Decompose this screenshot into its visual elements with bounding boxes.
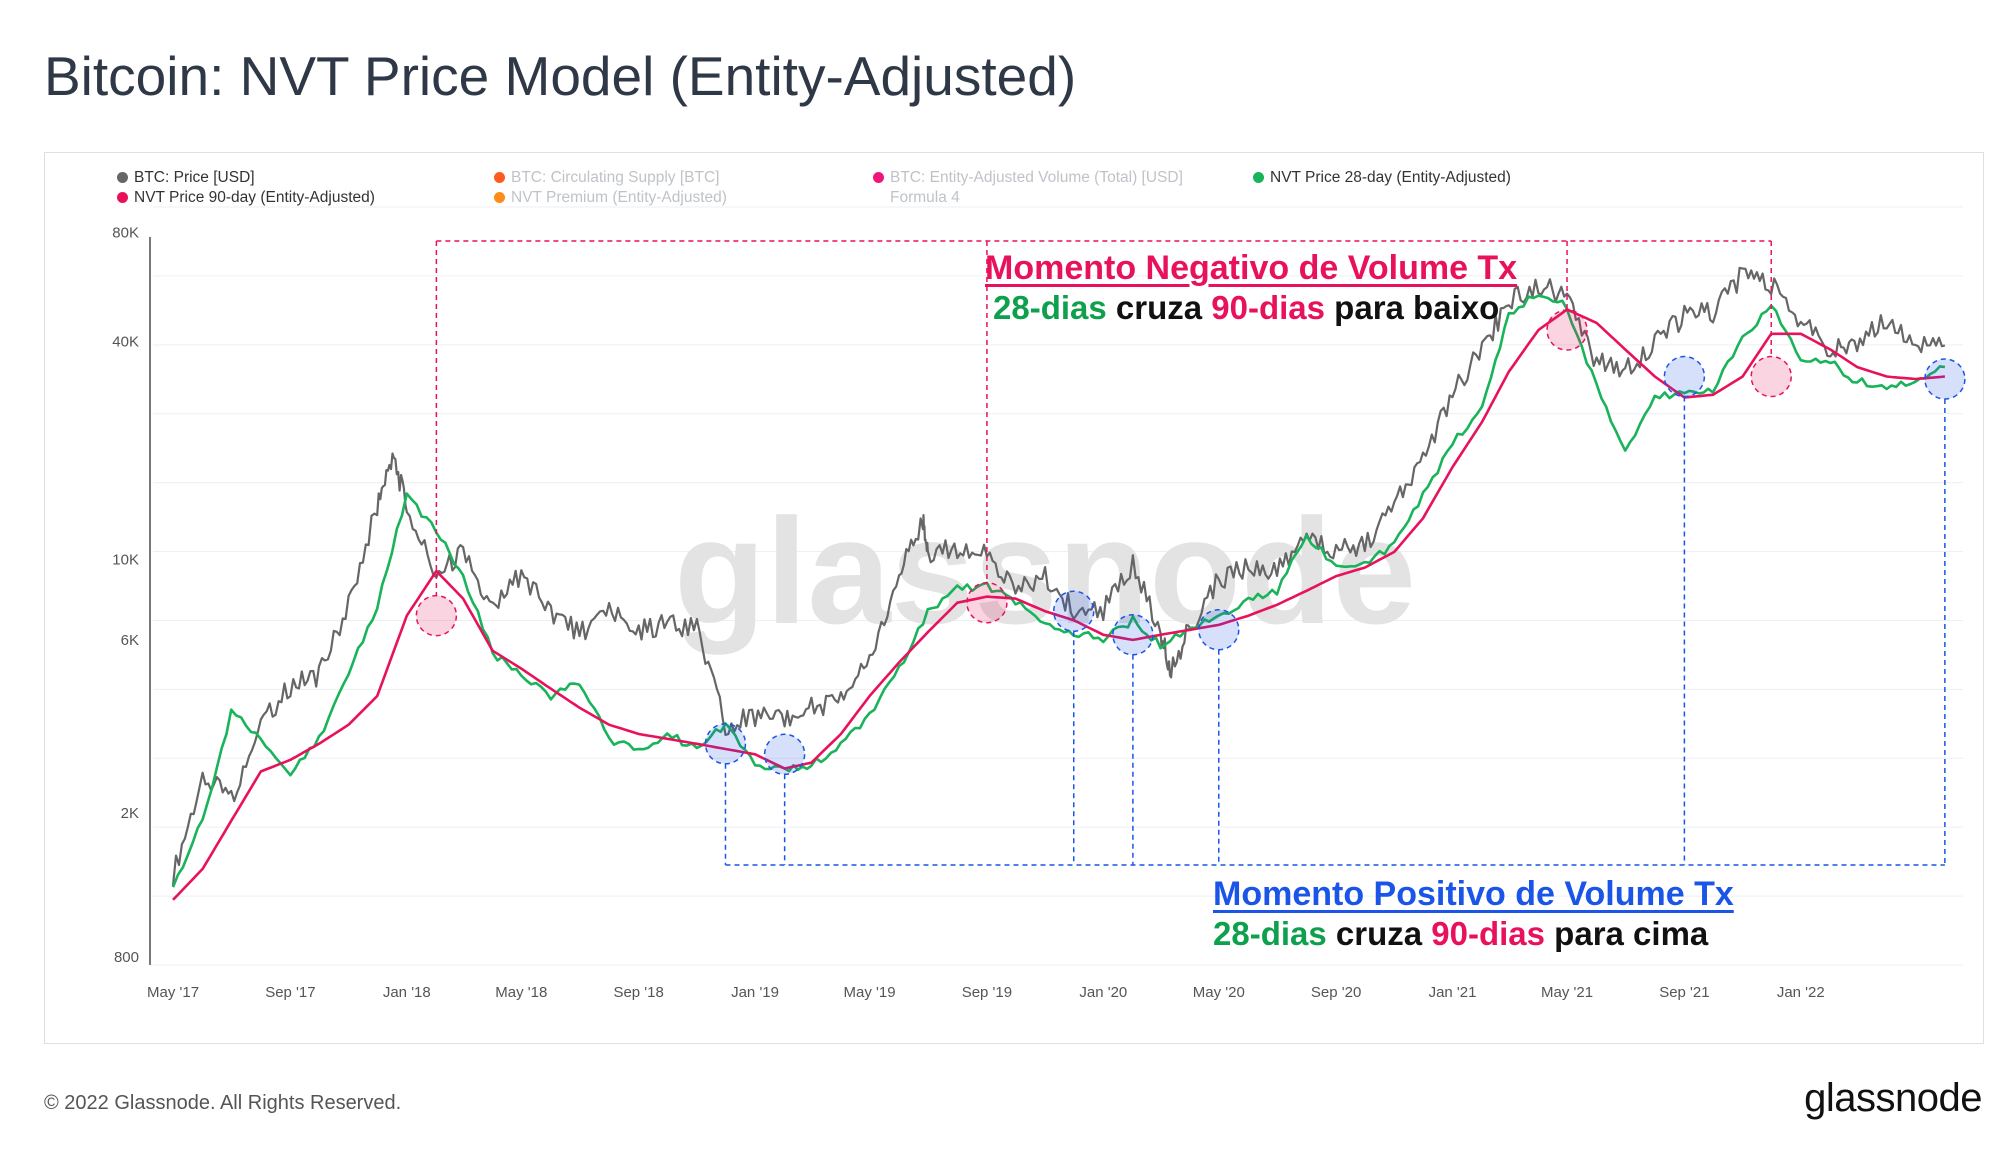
- legend-item-nvt-28d[interactable]: NVT Price 28-day (Entity-Adjusted): [1253, 169, 1511, 187]
- x-tick-label: May '20: [1193, 984, 1245, 1001]
- x-tick-label: May '18: [495, 984, 547, 1001]
- x-tick-label: Jan '18: [383, 984, 431, 1001]
- legend-label-circulating-supply: BTC: Circulating Supply [BTC]: [511, 169, 720, 186]
- x-tick-label: Sep '18: [613, 984, 663, 1001]
- series-line-nvt-90d: [172, 308, 1946, 901]
- y-tick-label: 6K: [121, 632, 139, 649]
- copyright-text: © 2022 Glassnode. All Rights Reserved.: [44, 1092, 402, 1114]
- y-tick-label: 2K: [121, 805, 139, 822]
- x-tick-label: Jan '20: [1079, 984, 1127, 1001]
- x-tick-label: May '21: [1541, 984, 1593, 1001]
- legend-item-entity-volume[interactable]: BTC: Entity-Adjusted Volume (Total) [USD…: [873, 169, 1183, 187]
- legend-dot-entity-volume: [873, 172, 884, 183]
- legend-item-formula-4[interactable]: Formula 4: [890, 189, 960, 207]
- x-tick-label: Sep '21: [1659, 984, 1709, 1001]
- legend-label-nvt-28d: NVT Price 28-day (Entity-Adjusted): [1270, 169, 1511, 186]
- legend-label-formula-4: Formula 4: [890, 189, 960, 206]
- legend-item-nvt-90d[interactable]: NVT Price 90-day (Entity-Adjusted): [117, 189, 375, 207]
- annotation-negative-direction: para baixo: [1325, 289, 1500, 326]
- annotation-negative-90d: 90-dias: [1211, 289, 1326, 326]
- x-tick-label: Jan '21: [1429, 984, 1477, 1001]
- legend-item-nvt-premium[interactable]: NVT Premium (Entity-Adjusted): [494, 189, 727, 207]
- legend-dot-circulating-supply: [494, 172, 505, 183]
- page-title: Bitcoin: NVT Price Model (Entity-Adjuste…: [44, 45, 1077, 107]
- chart-panel: glassnode 80K 40K 10K 6K 2K 800 May '17 Sep '17 J…: [44, 152, 1984, 1044]
- positive-crossover-marker: [1052, 590, 1095, 632]
- legend-label-entity-volume: BTC: Entity-Adjusted Volume (Total) [USD…: [890, 169, 1183, 186]
- x-tick-label: May '17: [147, 984, 199, 1001]
- negative-crossover-marker: [1546, 309, 1588, 351]
- positive-crossover-marker: [1198, 609, 1240, 651]
- legend-label-nvt-premium: NVT Premium (Entity-Adjusted): [511, 189, 727, 206]
- annotation-positive-90d: 90-dias: [1431, 915, 1546, 952]
- series-line-btc-price: [171, 266, 1946, 886]
- annotation-negative-cruza: cruza: [1106, 289, 1212, 326]
- x-tick-label: Sep '19: [962, 984, 1012, 1001]
- x-tick-label: Jan '19: [731, 984, 779, 1001]
- positive-crossover-marker: [1924, 358, 1966, 400]
- negative-crossover-marker: [415, 594, 458, 637]
- negative-crossover-marker: [966, 581, 1008, 624]
- y-tick-label: 800: [114, 949, 139, 966]
- legend-dot-nvt-28d: [1253, 172, 1264, 183]
- annotation-positive-cruza: cruza: [1326, 915, 1432, 952]
- annotation-negative-subtitle: 28-dias cruza 90-dias para baixo: [993, 289, 1499, 327]
- negative-crossover-marker: [1750, 355, 1792, 398]
- y-tick-label: 40K: [112, 333, 139, 350]
- series-line-nvt-28d: [171, 294, 1946, 888]
- positive-crossover-marker: [1663, 355, 1706, 398]
- legend-dot-nvt-90d: [117, 192, 128, 203]
- legend-item-circulating-supply[interactable]: BTC: Circulating Supply [BTC]: [494, 169, 719, 187]
- annotation-negative-title: Momento Negativo de Volume Tx: [985, 249, 1518, 287]
- positive-crossover-marker: [763, 733, 806, 776]
- positive-crossover-marker: [1112, 614, 1154, 656]
- glassnode-logo: glassnode: [1804, 1076, 1982, 1120]
- legend-dot-nvt-premium: [494, 192, 505, 203]
- annotation-positive-28d: 28-dias: [1213, 915, 1327, 952]
- positive-crossover-marker: [704, 723, 747, 765]
- annotation-positive-subtitle: 28-dias cruza 90-dias para cima: [1213, 915, 1708, 953]
- annotation-positive-direction: para cima: [1545, 915, 1709, 952]
- x-tick-label: May '19: [844, 984, 896, 1001]
- x-tick-label: Sep '20: [1311, 984, 1361, 1001]
- annotation-positive-title: Momento Positivo de Volume Tx: [1213, 875, 1734, 913]
- legend-dot-btc-price: [117, 172, 128, 183]
- y-tick-label: 80K: [112, 224, 139, 241]
- legend-label-btc-price: BTC: Price [USD]: [134, 169, 255, 186]
- annotation-negative-28d: 28-dias: [993, 289, 1107, 326]
- legend-item-btc-price[interactable]: BTC: Price [USD]: [117, 169, 255, 187]
- legend-label-nvt-90d: NVT Price 90-day (Entity-Adjusted): [134, 189, 375, 206]
- y-tick-label: 10K: [112, 552, 139, 569]
- x-tick-label: Sep '17: [265, 984, 315, 1001]
- x-tick-label: Jan '22: [1777, 984, 1825, 1001]
